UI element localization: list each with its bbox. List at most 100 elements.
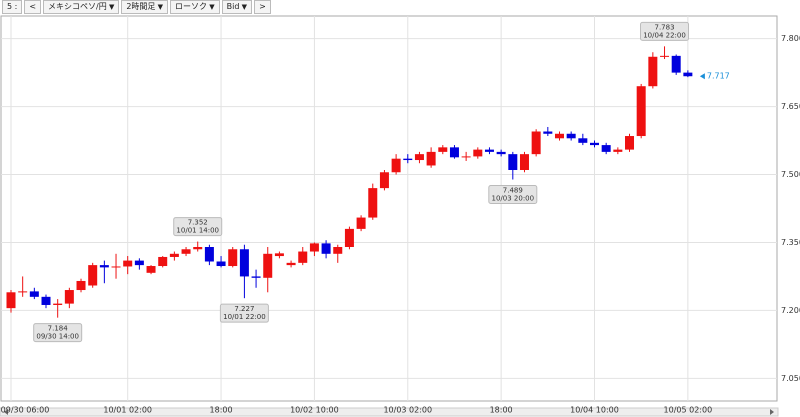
toolbar-dropdown[interactable]: 2時間足 bbox=[121, 0, 169, 14]
annotation-value: 7.352 bbox=[188, 219, 208, 227]
candle-body bbox=[461, 156, 471, 158]
candle-body bbox=[578, 138, 588, 143]
annotation-time: 10/03 20:00 bbox=[492, 195, 535, 203]
candle-body bbox=[29, 291, 39, 297]
annotation-box bbox=[640, 21, 690, 41]
candle-body bbox=[566, 133, 576, 139]
annotation-time: 10/01 14:00 bbox=[176, 227, 219, 235]
y-tick-label: 7.200 bbox=[781, 306, 800, 315]
toolbar-button[interactable]: < bbox=[24, 0, 42, 14]
candle-body bbox=[239, 249, 249, 277]
candle-body bbox=[636, 86, 646, 137]
annotation-value: 7.227 bbox=[234, 305, 254, 313]
candle-body bbox=[298, 251, 308, 263]
candle-body bbox=[473, 149, 483, 157]
x-tick-label: 10/02 10:00 bbox=[290, 406, 339, 415]
candle-body bbox=[531, 131, 541, 155]
toolbar-button[interactable]: 5 : bbox=[2, 0, 23, 14]
candle-body bbox=[426, 151, 436, 166]
candle-body bbox=[146, 266, 156, 273]
candle-body bbox=[88, 265, 98, 286]
candle-body bbox=[660, 55, 670, 57]
annotation-box bbox=[488, 185, 538, 205]
candle-body bbox=[333, 247, 343, 254]
candle-body bbox=[134, 260, 144, 266]
toolbar: 5 : < メキシコペソ/円 2時間足 ローソク Bid > bbox=[0, 0, 271, 14]
candle-body bbox=[403, 158, 413, 161]
y-tick-label: 7.800 bbox=[781, 34, 800, 43]
toolbar-dropdown[interactable]: Bid bbox=[221, 0, 253, 14]
candle-body bbox=[601, 145, 611, 152]
candle-body bbox=[228, 249, 238, 267]
x-tick-label: 10/04 10:00 bbox=[570, 406, 619, 415]
toolbar-dropdown[interactable]: ローソク bbox=[170, 0, 220, 14]
candle-body bbox=[519, 154, 529, 170]
candle-body bbox=[309, 243, 319, 252]
candle-body bbox=[76, 280, 86, 291]
x-tick-label: 09/30 06:00 bbox=[1, 406, 50, 415]
toolbar-dropdown[interactable]: メキシコペソ/円 bbox=[43, 0, 120, 14]
candle-body bbox=[648, 56, 658, 87]
candle-body bbox=[251, 276, 261, 278]
candle-body bbox=[158, 256, 168, 267]
candle-body bbox=[625, 136, 635, 150]
candle-body bbox=[111, 266, 121, 268]
last-price-label: 7.717 bbox=[707, 72, 730, 81]
candle-body bbox=[41, 296, 51, 305]
candle-body bbox=[321, 243, 331, 254]
x-tick-label: 18:00 bbox=[490, 406, 513, 415]
candle-body bbox=[53, 303, 63, 305]
candle-body bbox=[18, 291, 28, 293]
candle-body bbox=[169, 253, 179, 257]
y-tick-label: 7.350 bbox=[781, 238, 800, 247]
y-tick-label: 7.050 bbox=[781, 374, 800, 383]
candle-body bbox=[484, 149, 494, 152]
candle-body bbox=[508, 154, 518, 170]
toolbar-button[interactable]: > bbox=[254, 0, 271, 14]
annotation-time: 10/04 22:00 bbox=[643, 31, 686, 39]
y-tick-label: 7.650 bbox=[781, 102, 800, 111]
candle-body bbox=[368, 188, 378, 218]
x-tick-label: 18:00 bbox=[210, 406, 233, 415]
candle-body bbox=[181, 249, 191, 254]
candle-body bbox=[216, 261, 226, 267]
candle-body bbox=[379, 172, 389, 189]
candle-body bbox=[6, 292, 16, 309]
annotation-box bbox=[33, 323, 83, 343]
candle-body bbox=[554, 133, 564, 139]
annotation-value: 7.184 bbox=[48, 325, 69, 333]
candle-body bbox=[286, 262, 296, 266]
scroll-left[interactable] bbox=[4, 409, 8, 415]
candle-body bbox=[543, 131, 553, 134]
last-price-marker bbox=[699, 73, 705, 80]
scroll-right[interactable] bbox=[770, 409, 774, 415]
candle-body bbox=[683, 72, 693, 77]
annotation-value: 7.489 bbox=[503, 187, 523, 195]
candle-body bbox=[356, 217, 366, 229]
y-tick-label: 7.500 bbox=[781, 170, 800, 179]
candle-body bbox=[496, 151, 506, 155]
candle-body bbox=[671, 55, 681, 73]
annotation-value: 7.783 bbox=[654, 23, 674, 31]
candle-body bbox=[449, 147, 459, 158]
candle-body bbox=[99, 265, 109, 268]
x-tick-label: 10/03 02:00 bbox=[383, 406, 432, 415]
candle-body bbox=[613, 149, 623, 152]
candle-body bbox=[193, 247, 203, 250]
candle-body bbox=[64, 290, 74, 304]
scrollbar[interactable] bbox=[0, 407, 779, 417]
candle-body bbox=[438, 147, 448, 152]
plot-frame bbox=[0, 15, 778, 402]
candle-body bbox=[274, 253, 284, 257]
candle-body bbox=[590, 142, 599, 146]
candle-body bbox=[414, 154, 424, 161]
annotation-time: 09/30 14:00 bbox=[36, 333, 79, 341]
x-tick-label: 10/05 02:00 bbox=[664, 406, 713, 415]
candle-body bbox=[204, 247, 214, 262]
candle-body bbox=[263, 253, 273, 278]
annotation-box bbox=[219, 303, 269, 323]
candle-body bbox=[391, 158, 401, 173]
annotation-box bbox=[173, 217, 223, 237]
